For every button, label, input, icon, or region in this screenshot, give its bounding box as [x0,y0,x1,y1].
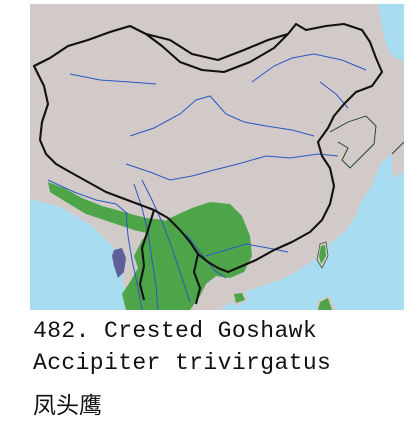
land-mass [30,4,404,310]
border-mongolia-south [145,32,289,62]
species-number-title: 482. Crested Goshawk [33,318,318,344]
coast-korea [329,115,377,169]
scientific-name: Accipiter trivirgatus [33,350,332,376]
river-yellow [129,95,315,137]
borders [32,22,384,305]
range-resident-himalaya [48,182,170,236]
river-irrawaddy [125,211,143,310]
map-canvas [30,4,404,310]
river-heilong [251,53,367,83]
river-mekong [141,179,191,303]
range-resident-taiwan [319,245,326,264]
coast-japan [391,141,404,155]
river-yangtze [125,153,339,181]
river-tarim [69,73,157,85]
land-korea [330,116,376,168]
river-brahmaputra [47,179,129,215]
range-map [30,4,404,310]
border-laos-vietnam [192,253,202,305]
range-resident-philippines [318,298,332,310]
border-myanmar [138,209,156,301]
range-resident-hainan [234,293,245,303]
border-china [32,22,384,274]
range-other [112,248,126,278]
chinese-name: 凤头鹰 [33,393,102,419]
coastline [329,115,404,169]
